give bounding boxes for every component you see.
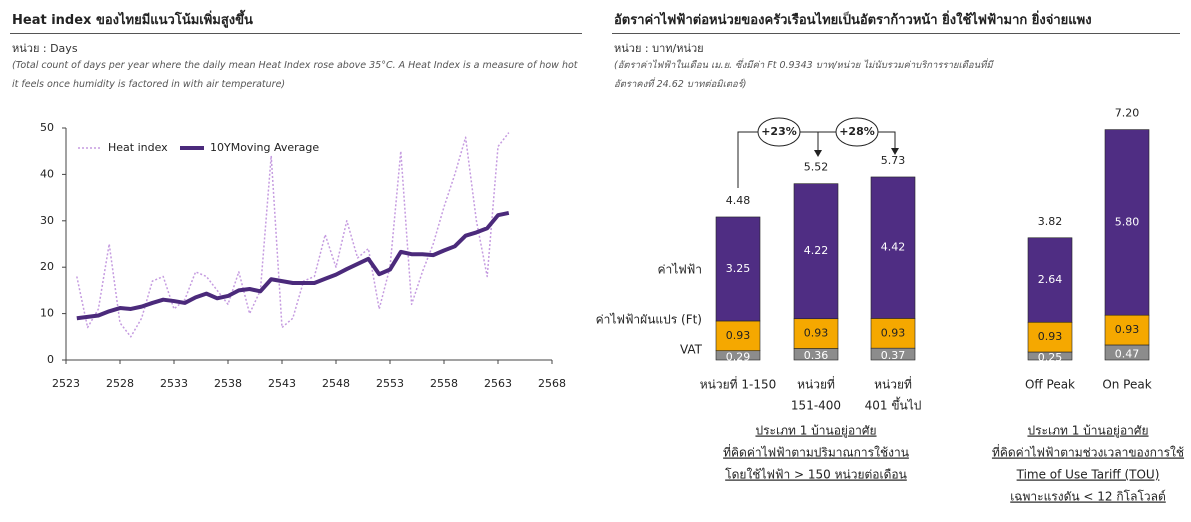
total-label: 4.48	[726, 194, 751, 207]
total-label: 3.82	[1038, 215, 1063, 228]
x-tick-label: 2568	[538, 377, 566, 390]
bar-segment	[715, 216, 761, 322]
total-label: 7.20	[1115, 107, 1140, 120]
group-label: ประเภท 1 บ้านอยู่อาศัย	[1027, 424, 1148, 439]
series-line	[76, 132, 510, 338]
annotation-bubble	[835, 117, 879, 147]
title-rule	[612, 33, 1180, 34]
total-label: 5.52	[804, 161, 829, 174]
value-label: 0.29	[726, 350, 751, 363]
bar-segment	[793, 183, 839, 320]
x-tick-label: 2523	[52, 377, 80, 390]
value-label: 0.47	[1115, 347, 1140, 360]
group-label: ที่คิดค่าไฟฟ้าตามช่วงเวลาของการใช้	[992, 444, 1184, 460]
bar-segment	[1027, 321, 1073, 353]
x-tick-label: 2563	[484, 377, 512, 390]
y-tick-label: 0	[47, 353, 54, 366]
group-label: เฉพาะแรงดัน < 12 กิโลโวลต์	[1010, 490, 1166, 504]
title: Heat index ของไทยมีแนวโน้มเพิ่มสูงขึ้น	[12, 13, 253, 28]
unit: หน่วย : บาท/หน่วย	[614, 42, 704, 55]
group-label: ประเภท 1 บ้านอยู่อาศัย	[755, 424, 876, 439]
bar-segment	[1104, 129, 1150, 316]
value-label: 0.93	[1115, 323, 1140, 336]
value-label: 5.80	[1115, 215, 1140, 228]
legend-label: 10YMoving Average	[210, 141, 319, 154]
x-tick-label: On Peak	[1102, 378, 1151, 392]
bar-segment	[870, 176, 916, 319]
x-tick-label: 2548	[322, 377, 350, 390]
group-label: โดยใช้ไฟฟ้า > 150 หน่วยต่อเดือน	[725, 468, 907, 482]
x-tick-label: 401 ขึ้นไป	[865, 397, 922, 413]
arrow-heads	[814, 148, 899, 157]
group-label: Time of Use Tariff (TOU)	[1016, 468, 1160, 482]
annotation-arrows	[737, 131, 896, 188]
series-label: ค่าไฟฟ้า	[657, 263, 702, 277]
series-line	[76, 210, 510, 321]
x-tick-label: หน่วยที่ 1-150	[700, 376, 776, 392]
group-label: ที่คิดค่าไฟฟ้าตามปริมาณการใช้งาน	[723, 444, 909, 460]
value-label: 0.37	[881, 349, 906, 362]
x-tick-label: 2533	[160, 377, 188, 390]
series-label: ค่าไฟฟ้าผันแปร (Ft)	[596, 313, 702, 327]
value-label: 2.64	[1038, 273, 1063, 286]
annotation: +23%	[761, 125, 797, 138]
value-label: 0.25	[1038, 351, 1063, 364]
note: (อัตราค่าไฟฟ้าในเดือน เม.ย. ซึ่งมีค่า Ft…	[614, 60, 993, 90]
annotation: +28%	[839, 125, 875, 138]
title: อัตราค่าไฟฟ้าต่อหน่วยของครัวเรือนไทยเป็น…	[614, 13, 1092, 28]
y-tick-label: 40	[40, 167, 54, 180]
value-label: 0.93	[881, 326, 906, 339]
value-label: 3.25	[726, 262, 751, 275]
value-label: 0.93	[1038, 330, 1063, 343]
bar-segment	[715, 320, 761, 352]
total-label: 5.73	[881, 154, 906, 167]
x-tick-label: 2538	[214, 377, 242, 390]
value-label: 0.93	[804, 327, 829, 340]
x-tick-label: 2543	[268, 377, 296, 390]
note: (Total count of days per year where the …	[12, 60, 578, 90]
bar-segment	[793, 318, 839, 349]
value-label: 4.22	[804, 244, 829, 257]
x-tick-label: หน่วยที่	[874, 376, 912, 392]
y-tick-label: 30	[40, 214, 54, 227]
x-tick-label: 2528	[106, 377, 134, 390]
x-tick-label: หน่วยที่	[797, 376, 835, 392]
value-label: 0.36	[804, 349, 829, 362]
x-tick-label: Off Peak	[1025, 378, 1075, 392]
value-label: 0.93	[726, 329, 751, 342]
y-tick-label: 50	[40, 121, 54, 134]
title-rule	[10, 33, 582, 34]
bar-segment	[1027, 237, 1073, 323]
value-label: 4.42	[881, 241, 906, 254]
bar-segment	[870, 318, 916, 349]
legend-label: Heat index	[108, 141, 168, 154]
bar-segment	[1104, 314, 1150, 346]
annotation-bubble	[757, 117, 801, 147]
series-label: VAT	[680, 343, 703, 357]
unit: หน่วย : Days	[12, 42, 78, 55]
y-tick-label: 10	[40, 307, 54, 320]
x-tick-label: 2558	[430, 377, 458, 390]
x-tick-label: 151-400	[791, 399, 841, 413]
x-tick-label: 2553	[376, 377, 404, 390]
y-tick-label: 20	[40, 260, 54, 273]
